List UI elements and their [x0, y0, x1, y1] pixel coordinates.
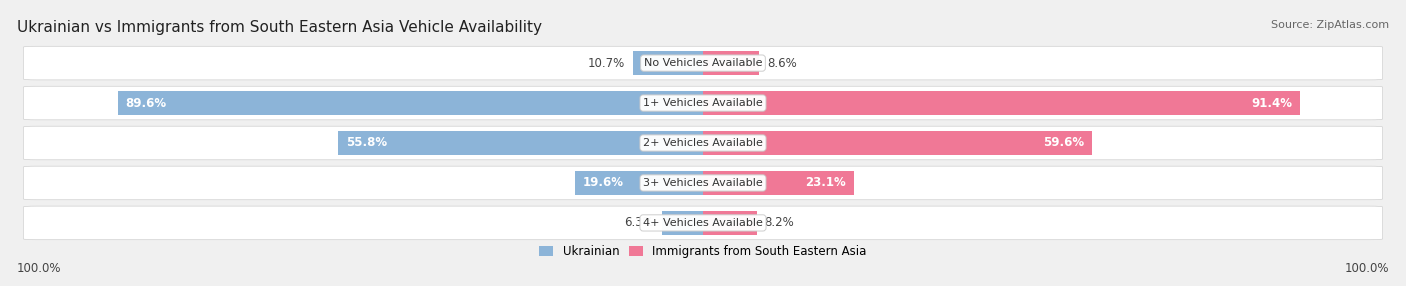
- Text: 4+ Vehicles Available: 4+ Vehicles Available: [643, 218, 763, 228]
- Text: 91.4%: 91.4%: [1251, 97, 1292, 110]
- Text: 19.6%: 19.6%: [582, 176, 624, 189]
- Bar: [118, 91, 703, 116]
- Bar: [703, 170, 853, 195]
- Text: 8.6%: 8.6%: [768, 57, 797, 69]
- Text: 1+ Vehicles Available: 1+ Vehicles Available: [643, 98, 763, 108]
- Text: Source: ZipAtlas.com: Source: ZipAtlas.com: [1271, 20, 1389, 30]
- FancyBboxPatch shape: [24, 126, 1382, 160]
- Text: 6.3%: 6.3%: [624, 217, 654, 229]
- Text: 8.2%: 8.2%: [765, 217, 794, 229]
- Bar: [703, 210, 756, 235]
- Bar: [703, 131, 1092, 155]
- Bar: [703, 91, 1301, 116]
- FancyBboxPatch shape: [24, 86, 1382, 120]
- Text: 55.8%: 55.8%: [346, 136, 387, 150]
- Text: 100.0%: 100.0%: [1344, 262, 1389, 275]
- Text: No Vehicles Available: No Vehicles Available: [644, 58, 762, 68]
- Text: 2+ Vehicles Available: 2+ Vehicles Available: [643, 138, 763, 148]
- Bar: [662, 210, 703, 235]
- FancyBboxPatch shape: [24, 46, 1382, 80]
- FancyBboxPatch shape: [24, 206, 1382, 240]
- Bar: [575, 170, 703, 195]
- Text: 10.7%: 10.7%: [588, 57, 626, 69]
- Text: 23.1%: 23.1%: [806, 176, 846, 189]
- FancyBboxPatch shape: [24, 166, 1382, 200]
- Text: 100.0%: 100.0%: [17, 262, 62, 275]
- Text: 59.6%: 59.6%: [1043, 136, 1084, 150]
- Legend: Ukrainian, Immigrants from South Eastern Asia: Ukrainian, Immigrants from South Eastern…: [534, 241, 872, 263]
- Text: 89.6%: 89.6%: [125, 97, 166, 110]
- Bar: [703, 51, 759, 76]
- Text: 3+ Vehicles Available: 3+ Vehicles Available: [643, 178, 763, 188]
- Text: Ukrainian vs Immigrants from South Eastern Asia Vehicle Availability: Ukrainian vs Immigrants from South Easte…: [17, 20, 541, 35]
- Bar: [339, 131, 703, 155]
- Bar: [633, 51, 703, 76]
